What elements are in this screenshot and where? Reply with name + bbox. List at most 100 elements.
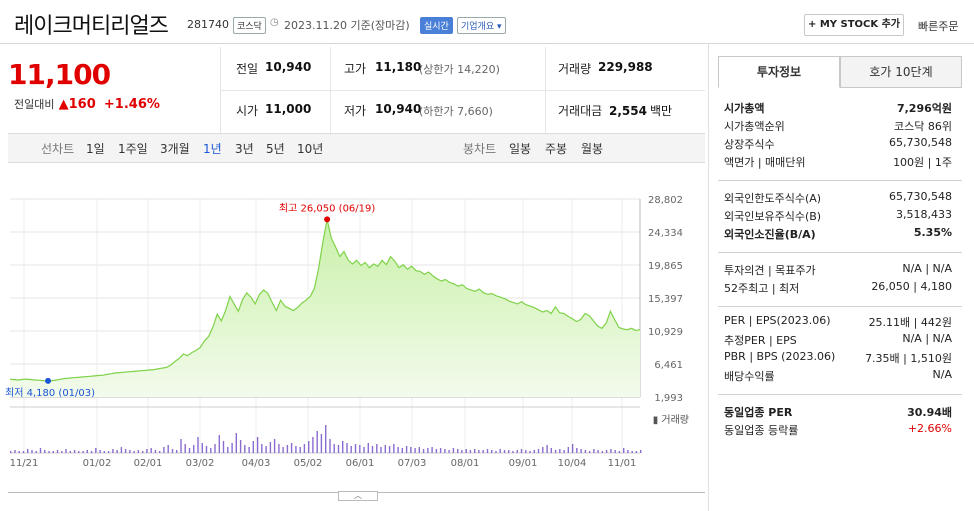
info-label: 시가총액순위 (724, 120, 785, 133)
volume-bar (73, 450, 76, 453)
volume-bar (188, 448, 191, 453)
x-tick-label: 04/03 (242, 458, 271, 469)
volume-bar (465, 449, 467, 453)
section-divider (718, 252, 962, 253)
volume-bar (499, 449, 501, 453)
low-label: 저가 (344, 104, 367, 118)
tab-orderbook[interactable]: 호가 10단계 (840, 56, 962, 88)
volume-bar (205, 446, 208, 453)
volume-bar (431, 447, 433, 453)
prev-close-label: 전일 (236, 62, 259, 76)
y-tick-label: 15,397 (648, 294, 683, 305)
volume-bar (478, 450, 480, 453)
volume-bar (533, 450, 535, 453)
volume-bar (508, 450, 510, 453)
volume-bar (371, 446, 374, 453)
company-name: 레이크머티리얼즈 (14, 14, 169, 39)
y-tick-label: 28,802 (648, 195, 683, 206)
candle-weekly[interactable]: 주봉 (545, 142, 568, 156)
volume-bar (154, 450, 157, 453)
period-1d[interactable]: 1일 (86, 142, 105, 156)
period-1y[interactable]: 1년 (203, 142, 222, 156)
chart-collapse-icon[interactable]: ︿ (338, 491, 378, 501)
volume-bar (474, 449, 476, 453)
amount-number: 2,554 (609, 104, 647, 118)
volume-bar (397, 447, 399, 453)
volume-bar (252, 441, 254, 453)
volume-bar (567, 447, 569, 453)
info-row: 시가총액순위 코스닥 86위 (724, 118, 952, 136)
right-panel (708, 44, 974, 511)
company-info-button[interactable]: 기업개요 ▾ (457, 17, 506, 34)
x-tick-label: 06/01 (346, 458, 375, 469)
volume-bar (333, 444, 335, 453)
volume-bar (27, 449, 29, 453)
y-tick-label: 24,334 (648, 228, 683, 239)
my-stock-add-button[interactable]: + MY STOCK 추가 (804, 14, 904, 36)
volume-bar (210, 448, 212, 453)
volume-bar (444, 449, 446, 453)
candle-monthly[interactable]: 월봉 (581, 142, 604, 156)
volume-bar (320, 434, 323, 453)
volume-bar (103, 451, 105, 453)
volume-bar (495, 451, 497, 453)
y-tick-label: 6,461 (654, 360, 683, 371)
volume-bar (167, 445, 169, 453)
volume-bar (329, 439, 331, 453)
info-value: 코스닥 86위 (894, 120, 952, 133)
volume-bar (452, 448, 455, 453)
info-value: 25.11배 | 442원 (868, 316, 952, 329)
volume-bar (623, 448, 625, 453)
volume-bar (61, 451, 63, 453)
tab-invest-info[interactable]: 투자정보 (718, 56, 840, 88)
volume-bar (137, 450, 140, 453)
price-chart[interactable]: 28,802 24,334 19,865 15,397 10,929 6,461 1,993… (0, 163, 706, 511)
volume-bar (86, 450, 88, 453)
volume-bar (525, 450, 527, 453)
info-value: 7,296억원 (896, 102, 952, 115)
period-3m[interactable]: 3개월 (160, 142, 190, 156)
x-tick-label: 05/02 (294, 458, 323, 469)
volume-bar (405, 446, 408, 453)
info-row: 투자의견 | 목표주가 N/A | N/A (724, 262, 952, 280)
period-3y[interactable]: 3년 (235, 142, 254, 156)
volume-bar (354, 444, 357, 453)
period-1w[interactable]: 1주일 (118, 142, 148, 156)
volume-bar (601, 451, 604, 453)
info-row: 52주최고 | 최저 26,050 | 4,180 (724, 280, 952, 298)
info-label: 투자의견 | 목표주가 (724, 264, 816, 277)
volume-bar (65, 449, 67, 453)
info-value: N/A | N/A (902, 332, 952, 345)
period-10y[interactable]: 10년 (297, 142, 324, 156)
volume-bar (414, 448, 416, 453)
realtime-badge[interactable]: 실시간 (420, 17, 453, 34)
volume-bar (571, 444, 574, 453)
volume-bar (631, 451, 633, 453)
volume-bar (542, 447, 544, 453)
info-value: 65,730,548 (889, 136, 952, 149)
divider (545, 47, 546, 133)
volume-bar (124, 449, 127, 453)
info-label: 외국인소진율(B/A) (724, 228, 816, 241)
volume-bar (588, 451, 591, 453)
volume-bar (316, 431, 318, 453)
volume-bar (133, 451, 135, 453)
info-row: 액면가 | 매매단위 100원 | 1주 (724, 154, 952, 172)
volume-bar (163, 447, 165, 453)
change-amount: ▲160 (58, 97, 96, 112)
period-5y[interactable]: 5년 (266, 142, 285, 156)
candle-daily[interactable]: 일봉 (509, 142, 532, 156)
volume-bar (82, 451, 84, 453)
low-value: 10,940 (375, 102, 422, 116)
y-tick-label: 1,993 (654, 393, 683, 404)
y-tick-label: 19,865 (648, 261, 683, 272)
stock-code: 281740 (187, 18, 229, 31)
volume-bar (269, 442, 272, 453)
change-percent: +1.46% (103, 97, 160, 112)
high-marker (324, 216, 331, 223)
volume-bar (78, 451, 80, 453)
fast-order-link[interactable]: 빠른주문 (918, 20, 959, 33)
high-annotation: 최고 26,050 (06/19) (279, 202, 375, 214)
amount-unit: 백만 (649, 104, 673, 118)
x-tick-label: 10/04 (558, 458, 587, 469)
